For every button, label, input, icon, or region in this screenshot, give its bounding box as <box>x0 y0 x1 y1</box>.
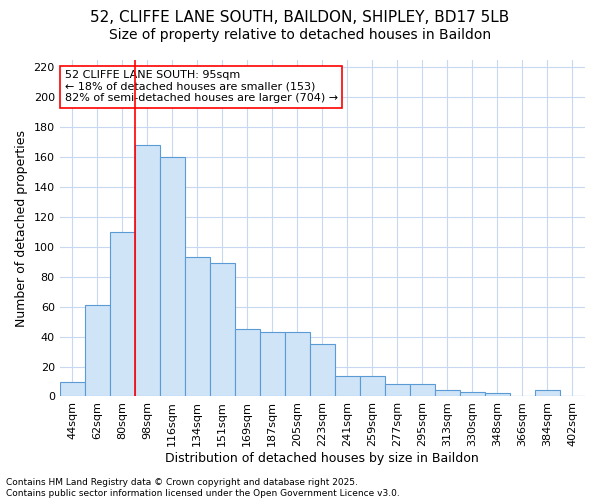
Bar <box>535 390 560 396</box>
Bar <box>110 232 135 396</box>
Bar <box>85 305 110 396</box>
Bar <box>360 376 385 396</box>
X-axis label: Distribution of detached houses by size in Baildon: Distribution of detached houses by size … <box>166 452 479 465</box>
Bar <box>485 394 510 396</box>
Bar <box>185 258 210 396</box>
Bar <box>460 392 485 396</box>
Text: Contains HM Land Registry data © Crown copyright and database right 2025.
Contai: Contains HM Land Registry data © Crown c… <box>6 478 400 498</box>
Bar <box>385 384 410 396</box>
Bar <box>235 329 260 396</box>
Text: Size of property relative to detached houses in Baildon: Size of property relative to detached ho… <box>109 28 491 42</box>
Bar <box>160 157 185 396</box>
Bar <box>310 344 335 397</box>
Bar <box>260 332 285 396</box>
Y-axis label: Number of detached properties: Number of detached properties <box>15 130 28 326</box>
Bar <box>59 382 85 396</box>
Bar <box>335 376 360 396</box>
Bar <box>135 145 160 397</box>
Bar <box>285 332 310 396</box>
Bar <box>435 390 460 396</box>
Bar <box>210 264 235 396</box>
Bar <box>410 384 435 396</box>
Text: 52 CLIFFE LANE SOUTH: 95sqm
← 18% of detached houses are smaller (153)
82% of se: 52 CLIFFE LANE SOUTH: 95sqm ← 18% of det… <box>65 70 338 103</box>
Text: 52, CLIFFE LANE SOUTH, BAILDON, SHIPLEY, BD17 5LB: 52, CLIFFE LANE SOUTH, BAILDON, SHIPLEY,… <box>91 10 509 25</box>
